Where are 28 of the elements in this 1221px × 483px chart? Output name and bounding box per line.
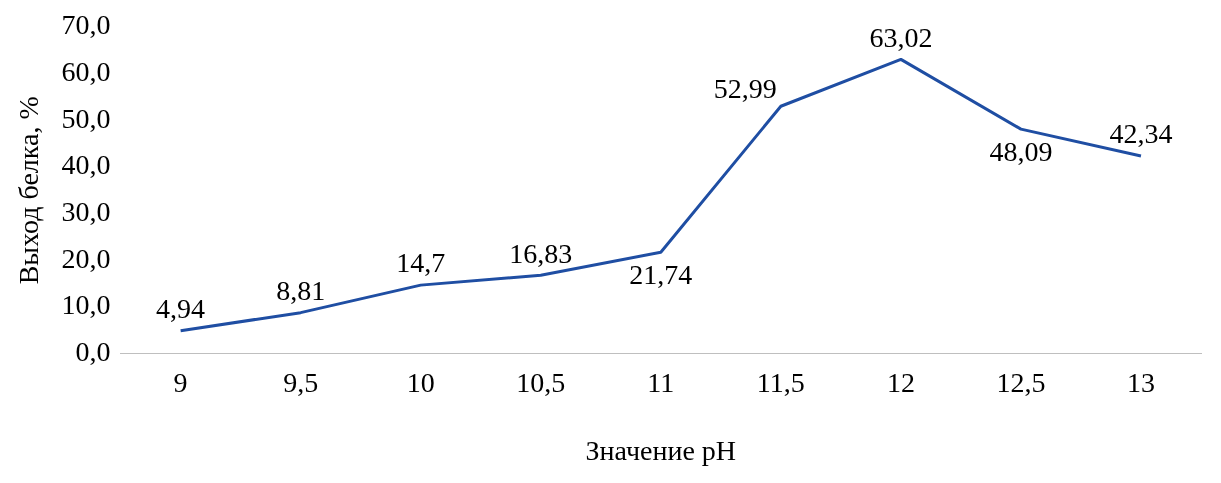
data-label: 4,94: [156, 293, 206, 325]
x-tick-label: 12,5: [996, 366, 1046, 398]
data-label: 42,34: [1109, 118, 1173, 150]
y-tick-label: 0,0: [75, 336, 111, 368]
y-tick-label: 10,0: [61, 289, 111, 321]
x-tick-label: 13: [1126, 366, 1155, 398]
x-tick-label: 12: [886, 366, 915, 398]
x-tick-label: 11,5: [756, 366, 805, 398]
x-tick-label: 9: [173, 366, 188, 398]
y-axis-title: Выход белка, %: [13, 96, 45, 285]
y-tick-label: 30,0: [61, 196, 111, 228]
y-tick-label: 20,0: [61, 242, 111, 274]
y-tick-label: 60,0: [61, 55, 111, 87]
data-label: 8,81: [276, 275, 326, 306]
x-tick-label: 11: [647, 366, 675, 398]
y-tick-label: 50,0: [61, 102, 111, 134]
x-tick-label: 9,5: [283, 366, 319, 398]
data-label: 14,7: [396, 247, 446, 279]
data-label: 48,09: [989, 135, 1053, 167]
data-label: 21,74: [629, 258, 693, 290]
data-label: 52,99: [713, 72, 777, 104]
y-tick-label: 40,0: [61, 149, 111, 181]
y-tick-label: 70,0: [61, 9, 111, 41]
x-tick-label: 10,5: [516, 366, 566, 398]
data-label: 16,83: [509, 237, 573, 269]
x-axis-title: Значение pH: [585, 434, 737, 466]
x-tick-label: 10: [406, 366, 435, 398]
data-label: 63,02: [869, 21, 933, 53]
